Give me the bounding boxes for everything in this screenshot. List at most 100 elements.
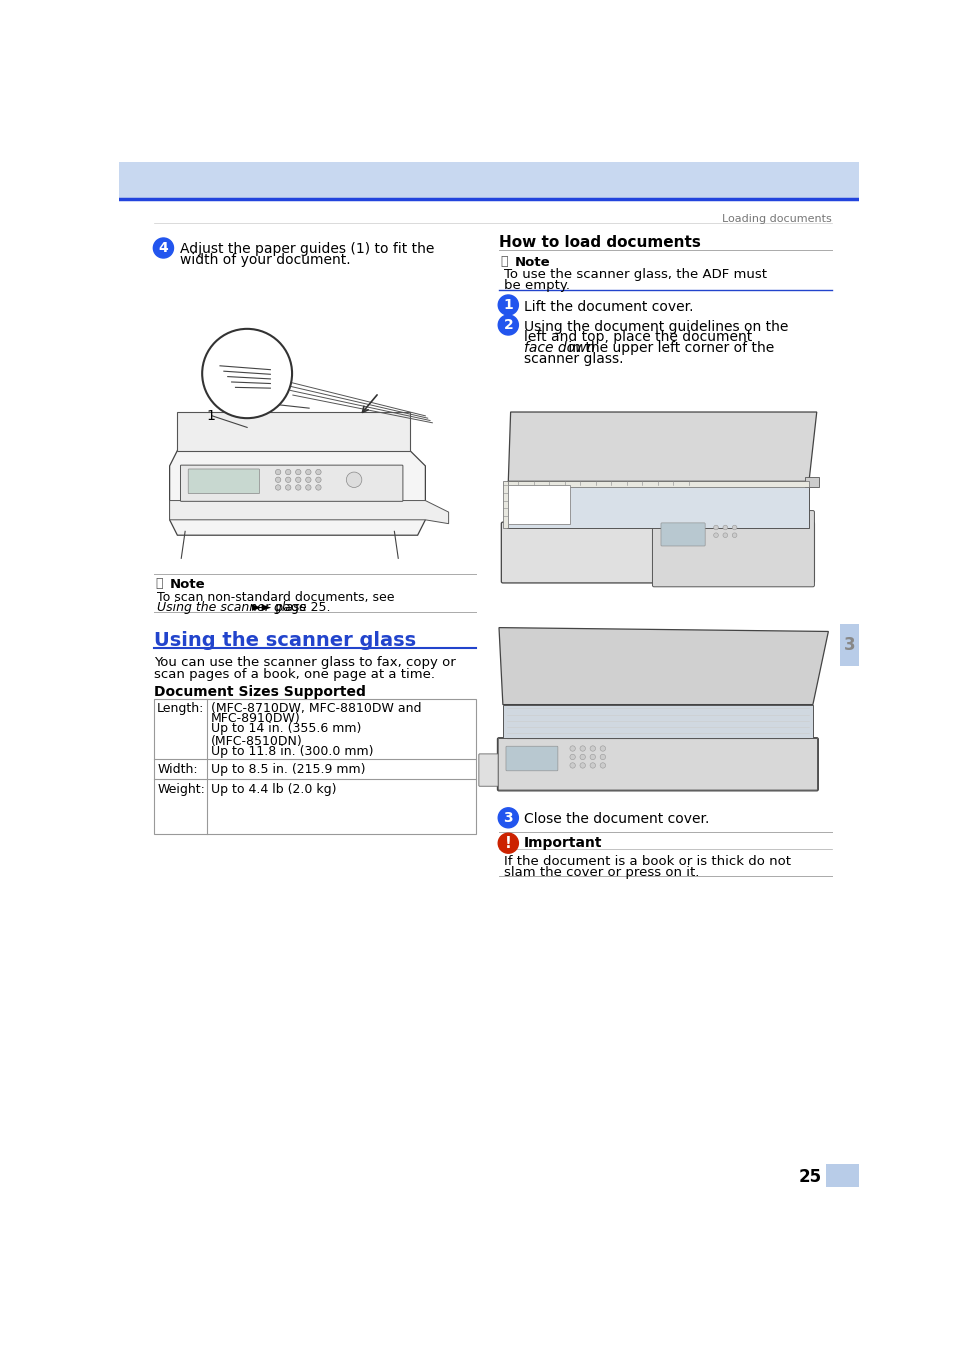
Text: in the upper left corner of the: in the upper left corner of the xyxy=(563,341,773,355)
Text: Using the scanner glass: Using the scanner glass xyxy=(154,631,416,651)
Circle shape xyxy=(569,755,575,760)
Circle shape xyxy=(579,745,585,751)
Circle shape xyxy=(579,763,585,768)
FancyBboxPatch shape xyxy=(840,624,858,666)
Circle shape xyxy=(732,526,736,530)
Text: !: ! xyxy=(504,836,511,851)
Circle shape xyxy=(569,763,575,768)
FancyBboxPatch shape xyxy=(500,522,814,582)
Circle shape xyxy=(722,532,727,538)
Text: Using the document guidelines on the: Using the document guidelines on the xyxy=(523,319,787,333)
Text: MFC-8910DW): MFC-8910DW) xyxy=(211,712,300,725)
Text: scanner glass.: scanner glass. xyxy=(523,352,622,365)
Text: (MFC-8710DW, MFC-8810DW and: (MFC-8710DW, MFC-8810DW and xyxy=(211,702,421,716)
Bar xyxy=(154,700,476,834)
Text: You can use the scanner glass to fax, copy or: You can use the scanner glass to fax, co… xyxy=(154,656,456,669)
Circle shape xyxy=(590,755,595,760)
Text: Loading documents: Loading documents xyxy=(721,214,831,224)
FancyBboxPatch shape xyxy=(505,747,558,771)
Text: left and top, place the document: left and top, place the document xyxy=(523,330,751,344)
Text: 1: 1 xyxy=(207,408,215,423)
FancyBboxPatch shape xyxy=(180,465,402,501)
Circle shape xyxy=(295,469,301,474)
FancyBboxPatch shape xyxy=(825,1165,858,1188)
Circle shape xyxy=(497,833,517,853)
Circle shape xyxy=(285,477,291,483)
Circle shape xyxy=(713,532,718,538)
Text: Up to 11.8 in. (300.0 mm): Up to 11.8 in. (300.0 mm) xyxy=(211,744,373,758)
Circle shape xyxy=(295,477,301,483)
Text: be empty.: be empty. xyxy=(503,279,569,291)
Circle shape xyxy=(315,477,321,483)
Text: Lift the document cover.: Lift the document cover. xyxy=(523,299,693,314)
Text: Up to 14 in. (355.6 mm): Up to 14 in. (355.6 mm) xyxy=(211,723,360,735)
Text: 2: 2 xyxy=(503,318,513,332)
Polygon shape xyxy=(177,412,410,450)
Circle shape xyxy=(315,469,321,474)
Text: Adjust the paper guides (1) to fit the: Adjust the paper guides (1) to fit the xyxy=(180,241,435,256)
Text: 3: 3 xyxy=(842,635,854,654)
Text: Important: Important xyxy=(523,836,601,851)
Text: width of your document.: width of your document. xyxy=(180,253,351,267)
Polygon shape xyxy=(498,628,827,705)
Text: Using the scanner glass: Using the scanner glass xyxy=(157,601,310,615)
Circle shape xyxy=(569,745,575,751)
Circle shape xyxy=(590,745,595,751)
Text: 📝: 📝 xyxy=(155,577,163,590)
Circle shape xyxy=(722,526,727,530)
Text: Close the document cover.: Close the document cover. xyxy=(523,813,708,826)
Bar xyxy=(508,485,570,523)
FancyBboxPatch shape xyxy=(497,737,818,791)
Text: Note: Note xyxy=(170,577,205,590)
Text: Weight:: Weight: xyxy=(157,783,205,797)
FancyBboxPatch shape xyxy=(119,162,858,198)
Text: To use the scanner glass, the ADF must: To use the scanner glass, the ADF must xyxy=(503,268,766,280)
Circle shape xyxy=(315,485,321,491)
Text: How to load documents: How to load documents xyxy=(498,235,700,249)
Bar xyxy=(502,481,508,527)
Circle shape xyxy=(275,485,280,491)
Text: Note: Note xyxy=(514,256,550,268)
FancyBboxPatch shape xyxy=(497,739,817,790)
Text: face down: face down xyxy=(523,341,595,355)
Circle shape xyxy=(732,532,736,538)
Circle shape xyxy=(346,472,361,488)
Circle shape xyxy=(153,239,173,257)
Polygon shape xyxy=(508,412,816,481)
FancyBboxPatch shape xyxy=(478,754,503,786)
Text: scan pages of a book, one page at a time.: scan pages of a book, one page at a time… xyxy=(154,667,435,681)
Circle shape xyxy=(202,329,292,418)
Circle shape xyxy=(497,315,517,336)
Circle shape xyxy=(497,295,517,315)
Text: slam the cover or press on it.: slam the cover or press on it. xyxy=(503,865,699,879)
Circle shape xyxy=(305,485,311,491)
Circle shape xyxy=(285,485,291,491)
FancyBboxPatch shape xyxy=(188,469,259,493)
Circle shape xyxy=(599,745,605,751)
Circle shape xyxy=(285,469,291,474)
Bar xyxy=(506,485,808,527)
Circle shape xyxy=(599,763,605,768)
Text: 3: 3 xyxy=(503,810,513,825)
Circle shape xyxy=(305,477,311,483)
Bar xyxy=(506,481,808,487)
Text: Document Sizes Supported: Document Sizes Supported xyxy=(154,685,366,700)
Circle shape xyxy=(295,485,301,491)
Circle shape xyxy=(713,526,718,530)
Text: 📝: 📝 xyxy=(500,255,508,268)
Text: 4: 4 xyxy=(158,241,168,255)
FancyBboxPatch shape xyxy=(652,511,814,586)
Text: If the document is a book or is thick do not: If the document is a book or is thick do… xyxy=(503,855,790,868)
Bar xyxy=(502,705,812,743)
Text: 1: 1 xyxy=(503,298,513,311)
Circle shape xyxy=(497,807,517,828)
Circle shape xyxy=(275,477,280,483)
Circle shape xyxy=(305,469,311,474)
Text: To scan non-standard documents, see: To scan non-standard documents, see xyxy=(157,590,395,604)
Circle shape xyxy=(275,469,280,474)
Text: Up to 8.5 in. (215.9 mm): Up to 8.5 in. (215.9 mm) xyxy=(211,763,365,776)
Text: ►► page 25.: ►► page 25. xyxy=(252,601,331,615)
Polygon shape xyxy=(170,450,425,535)
Polygon shape xyxy=(170,500,448,523)
Circle shape xyxy=(579,755,585,760)
